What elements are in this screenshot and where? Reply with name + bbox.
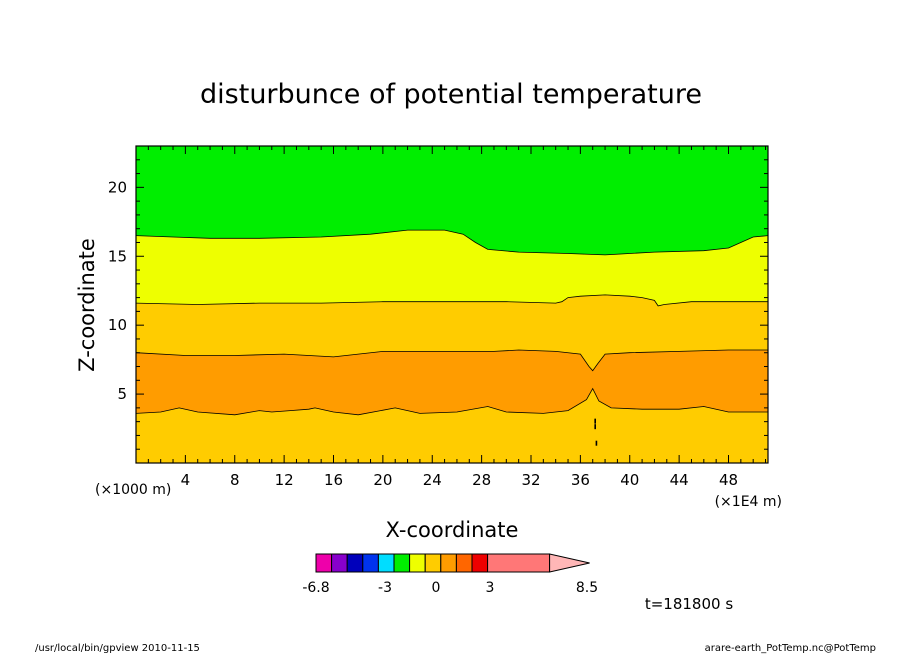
colorbar-label: -3: [378, 580, 392, 596]
colorbar-cell: [331, 553, 348, 573]
x-tick-label: 40: [620, 471, 639, 489]
x-tick-label: 12: [275, 471, 294, 489]
contour-line-1: [135, 349, 768, 372]
colorbar-cell: [362, 553, 379, 573]
y-tick-label: 20: [108, 178, 127, 196]
x-tick-label: 44: [670, 471, 689, 489]
colorbar-cell: [440, 553, 457, 573]
contour-mark-1: [594, 424, 596, 430]
x-unit-right: (×1E4 m): [715, 494, 782, 510]
colorbar-cell: [393, 553, 411, 573]
plot-frame: [135, 145, 769, 464]
colorbar-cell: [424, 553, 442, 573]
colorbar-label: -6.8: [302, 580, 329, 596]
colorbar-cell: [346, 553, 364, 573]
contour-mark-2: [595, 440, 598, 446]
colorbar-label: 0: [432, 580, 441, 596]
contour-mark-0: [594, 418, 596, 424]
footer-right: arare-earth_PotTemp.nc@PotTemp: [705, 643, 876, 654]
colorbar-cell: [487, 553, 551, 573]
x-tick-label: 24: [423, 471, 442, 489]
colorbar-cell: [471, 553, 489, 573]
colorbar: -6.8 -3 0 3 8.5: [302, 553, 598, 596]
y-axis-label: Z-coordinate: [75, 238, 99, 372]
x-tick-label: 4: [181, 471, 191, 489]
x-tick-label: 16: [324, 471, 343, 489]
footer-left: /usr/local/bin/gpview 2010-11-15: [35, 643, 200, 654]
colorbar-cell: [455, 553, 473, 573]
colorbar-cell: [315, 553, 333, 573]
x-tick-label: 8: [230, 471, 240, 489]
y-tick-label: 5: [117, 385, 127, 403]
plot-area: [135, 146, 769, 463]
x-tick-label: 28: [472, 471, 491, 489]
chart-title: disturbunce of potential temperature: [200, 79, 702, 110]
colorbar-arrow: [549, 553, 590, 573]
time-label: t=181800 s: [645, 595, 733, 613]
colorbar-label: 3: [486, 580, 495, 596]
x-axis-label: X-coordinate: [386, 518, 519, 542]
x-tick-label: 32: [521, 471, 540, 489]
x-tick-label: 36: [571, 471, 590, 489]
y-tick-label: 10: [108, 316, 127, 334]
y-tick-label: 15: [108, 247, 127, 265]
x-tick-label: 20: [373, 471, 392, 489]
contour-line-2: [135, 294, 768, 307]
contour-line-3: [135, 229, 769, 256]
colorbar-cell: [409, 553, 426, 573]
contour-band-3: [136, 146, 768, 255]
contour-line-0: [135, 387, 768, 416]
x-tick-label: 48: [719, 471, 738, 489]
colorbar-label: 8.5: [576, 580, 598, 596]
colorbar-cell: [377, 553, 395, 573]
x-unit-left: (×1000 m): [95, 482, 171, 498]
